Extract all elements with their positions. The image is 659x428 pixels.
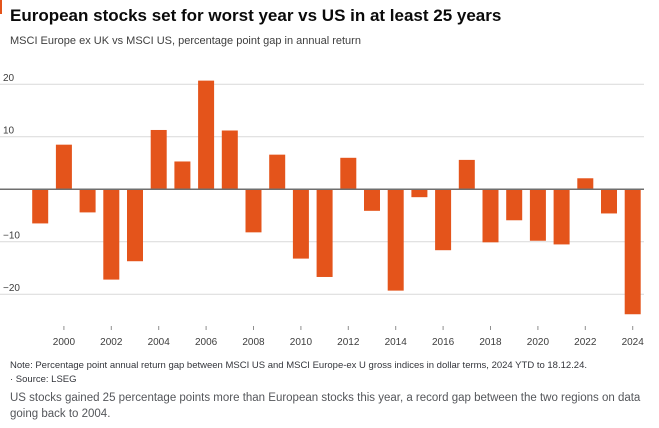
bar-2019 bbox=[506, 189, 523, 221]
bar-2003 bbox=[127, 189, 143, 262]
y-axis-label-20: 20 bbox=[3, 73, 15, 84]
bar-2009 bbox=[269, 154, 286, 190]
x-axis-label-2018: 2018 bbox=[479, 337, 502, 348]
x-axis-label-2000: 2000 bbox=[53, 337, 76, 348]
bar-2012 bbox=[340, 157, 357, 190]
footnote-source: · Source: LSEG bbox=[10, 374, 77, 385]
bar-1999 bbox=[32, 189, 49, 224]
bar-2016 bbox=[435, 189, 452, 251]
y-axis-label--20: −20 bbox=[3, 283, 20, 294]
x-axis-label-2010: 2010 bbox=[290, 337, 313, 348]
bar-2001 bbox=[79, 189, 96, 213]
bar-2004 bbox=[150, 129, 167, 190]
x-axis-label-2024: 2024 bbox=[622, 337, 645, 348]
bar-2010 bbox=[292, 189, 309, 259]
bar-2018 bbox=[482, 189, 499, 243]
footnote-note: Note: Percentage point annual return gap… bbox=[10, 360, 587, 371]
x-axis-label-2002: 2002 bbox=[100, 337, 123, 348]
x-axis-label-2012: 2012 bbox=[337, 337, 360, 348]
bar-2022 bbox=[577, 178, 594, 190]
summary-text: US stocks gained 25 percentage points mo… bbox=[10, 392, 641, 420]
bar-2005 bbox=[174, 161, 191, 190]
x-axis-label-2014: 2014 bbox=[385, 337, 408, 348]
bar-2000 bbox=[55, 144, 72, 190]
bar-2007 bbox=[221, 130, 238, 190]
bar-2023 bbox=[601, 189, 617, 214]
bar-2013 bbox=[364, 189, 380, 211]
y-axis-label-10: 10 bbox=[3, 125, 15, 136]
y-axis-label--10: −10 bbox=[3, 230, 20, 241]
x-axis-label-2016: 2016 bbox=[432, 337, 455, 348]
bar-2014 bbox=[387, 189, 404, 291]
x-axis-label-2006: 2006 bbox=[195, 337, 218, 348]
bar-2021 bbox=[553, 189, 570, 245]
chart-title: European stocks set for worst year vs US… bbox=[10, 6, 502, 25]
x-axis-label-2022: 2022 bbox=[574, 337, 597, 348]
chart-footnote: Note: Percentage point annual return gap… bbox=[10, 359, 650, 387]
bar-2024 bbox=[624, 189, 641, 315]
bar-2017 bbox=[458, 159, 475, 190]
bar-2015 bbox=[411, 189, 428, 198]
accent-bar bbox=[0, 0, 2, 14]
bar-2020 bbox=[529, 189, 546, 241]
bar-2006 bbox=[198, 80, 215, 190]
x-axis-label-2004: 2004 bbox=[148, 337, 171, 348]
x-axis-label-2008: 2008 bbox=[242, 337, 265, 348]
bar-2011 bbox=[316, 189, 333, 277]
chart-subtitle: MSCI Europe ex UK vs MSCI US, percentage… bbox=[10, 35, 361, 47]
x-axis-label-2020: 2020 bbox=[527, 337, 550, 348]
bar-2008 bbox=[245, 189, 262, 233]
bar-2002 bbox=[103, 189, 120, 280]
